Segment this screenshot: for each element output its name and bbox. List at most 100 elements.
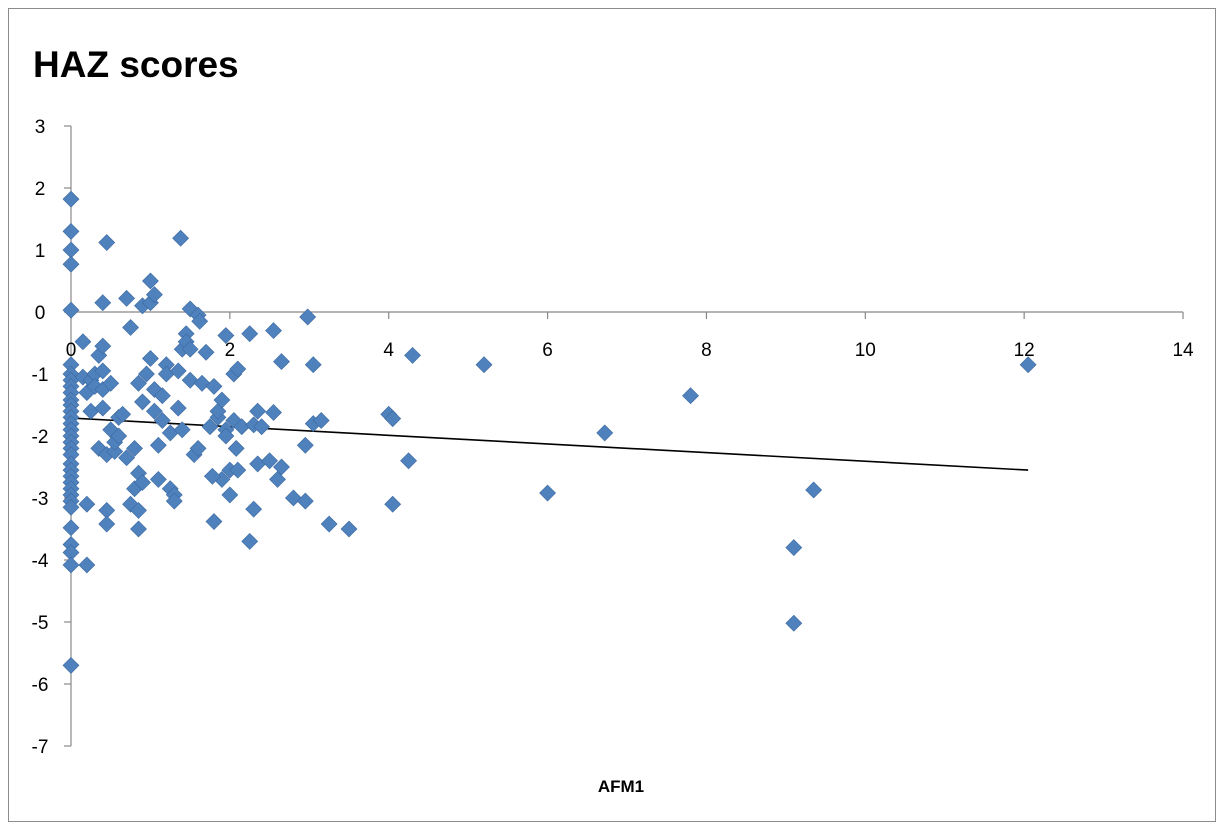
data-point (785, 614, 803, 632)
points-layer (62, 190, 1037, 674)
data-point (217, 327, 235, 344)
data-point (249, 402, 267, 420)
x-tick-label: 2 (225, 340, 236, 361)
data-point (149, 470, 167, 488)
data-point (596, 424, 614, 442)
data-point (173, 421, 191, 439)
data-point (261, 452, 278, 470)
data-point (265, 322, 282, 340)
data-point (62, 556, 80, 574)
data-point (241, 325, 259, 343)
data-point (98, 515, 116, 533)
data-point (229, 461, 247, 479)
data-point (153, 412, 171, 429)
data-point (269, 470, 286, 488)
data-point (273, 458, 290, 476)
y-tick-label: -7 (32, 737, 49, 758)
data-point (217, 427, 235, 445)
data-point (221, 486, 239, 504)
x-tick-label: 8 (701, 340, 712, 361)
data-point (98, 234, 116, 251)
data-point (191, 312, 209, 330)
x-tick-label: 12 (1014, 340, 1035, 361)
data-point (539, 484, 557, 502)
data-point (296, 492, 314, 510)
y-tick-label: 3 (35, 117, 46, 138)
chart-title: HAZ scores (33, 44, 239, 85)
data-point (682, 387, 699, 405)
data-point (102, 374, 120, 392)
y-tick-label: -4 (32, 551, 49, 572)
data-point (189, 439, 207, 457)
data-point (205, 377, 223, 395)
y-tick-label: 2 (35, 179, 46, 200)
data-point (78, 495, 96, 513)
data-point (249, 455, 267, 473)
x-tick-label: 10 (855, 340, 876, 361)
data-point (193, 374, 211, 392)
data-point (130, 374, 147, 392)
data-point (62, 222, 80, 240)
data-point (296, 436, 314, 454)
data-point (153, 387, 171, 405)
data-point (122, 319, 139, 336)
data-point (62, 241, 80, 259)
data-point (134, 474, 151, 491)
data-point (172, 229, 190, 247)
data-point (1019, 356, 1037, 374)
data-point (74, 333, 92, 351)
data-point (145, 402, 163, 420)
data-point (805, 481, 823, 499)
data-point (229, 360, 247, 378)
data-point (114, 405, 132, 423)
y-tick-label: -3 (32, 489, 49, 510)
y-tick-label: -6 (32, 675, 49, 696)
data-point (404, 346, 421, 364)
y-tick-label: 0 (35, 303, 46, 324)
y-tick-label: -5 (32, 613, 49, 634)
data-point (110, 427, 128, 445)
chart-frame (8, 8, 1216, 822)
x-tick-label: 6 (542, 340, 553, 361)
data-point (62, 519, 80, 537)
data-point (299, 308, 317, 326)
data-point (149, 436, 167, 454)
data-point (165, 492, 183, 510)
data-point (134, 393, 151, 411)
y-tick-label: -2 (32, 427, 49, 448)
data-point (312, 412, 330, 429)
data-point (400, 452, 418, 470)
data-point (201, 418, 219, 436)
data-point (82, 402, 100, 420)
data-point (169, 399, 187, 417)
data-point (273, 353, 290, 371)
data-point (78, 556, 96, 574)
x-tick-label: 0 (66, 340, 77, 361)
data-point (62, 656, 80, 674)
data-point (213, 391, 231, 409)
data-point (142, 350, 159, 367)
data-point (384, 495, 402, 513)
data-point (118, 449, 136, 467)
y-tick-label: 1 (35, 241, 46, 262)
data-point (265, 404, 282, 421)
data-point (197, 343, 215, 361)
data-point (94, 399, 112, 417)
data-point (241, 532, 259, 550)
data-point (118, 289, 136, 307)
data-point (320, 515, 338, 533)
data-point (126, 439, 143, 457)
data-point (62, 190, 80, 208)
data-point (157, 365, 175, 383)
data-point (245, 500, 263, 518)
data-point (340, 520, 358, 538)
data-point (169, 362, 187, 380)
data-point (130, 501, 147, 519)
data-point (205, 513, 223, 530)
data-point (304, 356, 322, 374)
data-point (145, 286, 163, 304)
data-point (62, 255, 80, 273)
data-point (475, 356, 493, 374)
